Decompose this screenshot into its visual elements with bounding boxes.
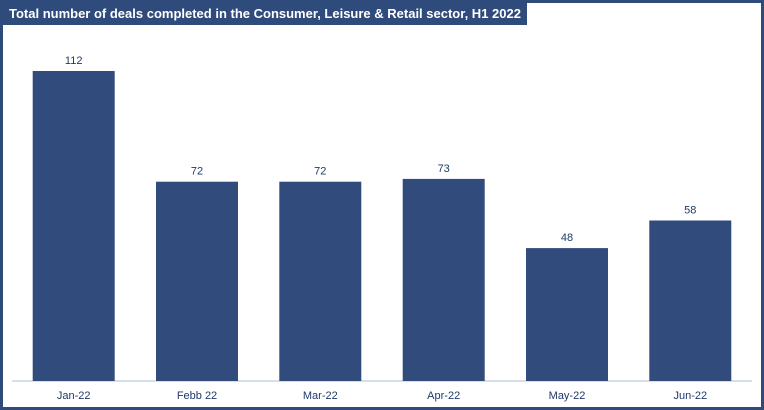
data-label: 48 — [561, 232, 573, 244]
x-tick-label: Jun-22 — [673, 390, 707, 402]
x-tick-label: Apr-22 — [427, 390, 460, 402]
data-label: 58 — [684, 205, 696, 217]
bar-apr-22 — [402, 178, 485, 381]
bar-may-22 — [526, 248, 608, 381]
bar-mar-22 — [279, 181, 362, 381]
data-label: 72 — [314, 166, 326, 178]
data-label: 72 — [191, 166, 203, 178]
x-tick-label: Mar-22 — [303, 390, 338, 402]
data-labels-group: 112 72 72 73 48 58 — [65, 55, 696, 244]
bar-jan-22 — [32, 71, 115, 381]
tick-labels-group: Jan-22 Febb 22 Mar-22 Apr-22 May-22 Jun-22 — [57, 390, 707, 402]
chart-title: Total number of deals completed in the C… — [3, 3, 527, 25]
data-label: 73 — [438, 163, 450, 175]
x-tick-label: Febb 22 — [177, 390, 217, 402]
x-tick-label: May-22 — [549, 390, 586, 402]
bars-group — [32, 71, 732, 381]
x-tick-label: Jan-22 — [57, 390, 91, 402]
data-label: 112 — [65, 55, 83, 67]
bar-jun-22 — [649, 220, 732, 381]
bar-febb-22 — [156, 181, 238, 381]
